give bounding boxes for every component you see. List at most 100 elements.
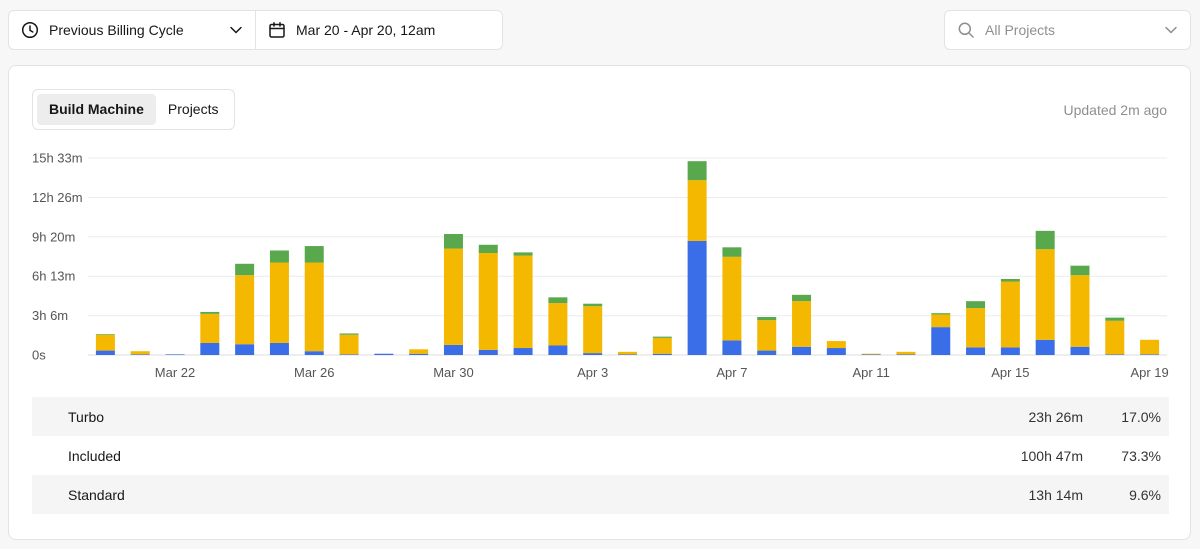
updated-timestamp: Updated 2m ago [1063,102,1167,118]
bar-segment-included [269,262,289,343]
bar-segment-included [1035,249,1055,340]
projects-placeholder: All Projects [985,22,1056,38]
legend-row-standard: Standard 13h 14m 9.6% [32,475,1169,514]
bar-segment-turbo [513,348,533,355]
x-tick-label: Apr 7 [716,365,747,380]
bar-segment-standard [235,263,255,276]
legend-percent: 9.6% [1129,486,1161,503]
bar-segment-standard [722,247,742,257]
bar-segment-included [478,253,498,350]
date-range-label: Mar 20 - Apr 20, 12am [296,22,436,38]
bar-segment-turbo [130,354,150,355]
bar-segment-included [861,353,881,355]
bar-segment-standard [792,294,812,302]
bar-segment-turbo [896,354,916,355]
bar-segment-included [1105,320,1125,355]
bar-segment-standard [339,333,359,335]
legend-time: 13h 14m [1028,486,1083,503]
usage-card: Build Machine Projects Updated 2m ago 0s… [8,65,1191,540]
bar-segment-standard [200,311,220,314]
bar-segment-turbo [304,351,324,355]
bar-segment-included [757,320,777,351]
bar-segment-turbo [861,354,881,355]
bar-segment-turbo [722,340,742,355]
bar-segment-turbo [235,344,255,355]
bar-segment-turbo [1140,354,1160,355]
billing-cycle-select[interactable]: Previous Billing Cycle [8,10,256,50]
date-range-picker[interactable]: Mar 20 - Apr 20, 12am [255,10,503,50]
chevron-down-icon [229,23,243,37]
bar-segment-turbo [200,342,220,355]
bar-segment-turbo [618,354,637,355]
y-tick-label: 15h 33m [32,151,83,166]
bar-segment-standard [1105,317,1125,321]
y-tick-label: 3h 6m [32,308,68,323]
y-tick-label: 6h 13m [32,269,75,284]
bar-segment-included [409,349,429,354]
bar-segment-included [618,351,637,355]
bar-segment-turbo [409,353,429,355]
bar-segment-standard [687,161,707,181]
bar-segment-standard [478,244,498,254]
bar-segment-turbo [269,342,289,355]
bar-segment-turbo [339,354,359,355]
clock-icon [21,21,39,39]
x-tick-label: Mar 26 [294,365,334,380]
bar-segment-included [235,275,255,345]
bar-segment-standard [1035,230,1055,250]
bar-segment-included [1070,275,1090,347]
x-tick-label: Apr 3 [577,365,608,380]
bar-segment-included [1000,281,1020,348]
legend-time: 23h 26m [1028,408,1083,425]
standard-dot [44,490,53,499]
billing-cycle-label: Previous Billing Cycle [49,22,184,38]
legend-table: Turbo 23h 26m 17.0% Included 100h 47m 73… [32,397,1169,514]
legend-percent: 17.0% [1121,408,1161,425]
bar-segment-included [652,337,672,354]
calendar-icon [268,21,286,39]
bar-segment-included [304,262,324,352]
legend-name: Included [68,447,121,464]
bar-segment-included [95,334,115,351]
filter-bar: Previous Billing Cycle Mar 20 - Apr 20, … [0,0,1200,60]
bar-segment-turbo [583,353,603,355]
chevron-down-icon [1164,23,1178,37]
bar-segment-turbo [826,348,846,355]
bar-segment-standard [1070,265,1090,276]
bar-segment-turbo [1000,347,1020,355]
legend-percent: 73.3% [1121,447,1161,464]
bar-segment-standard [548,297,568,304]
tab-projects[interactable]: Projects [167,101,219,117]
bar-segment-included [200,313,220,343]
y-tick-label: 12h 26m [32,190,83,205]
bar-segment-included [583,306,603,354]
bar-segment-standard [95,334,115,335]
tab-build-machine[interactable]: Build Machine [37,94,156,125]
bar-segment-turbo [478,349,498,355]
legend-name: Turbo [68,408,105,425]
bar-segment-included [443,248,463,345]
bar-segment-turbo [687,240,707,355]
bar-segment-turbo [374,353,394,355]
bar-segment-included [1140,339,1160,355]
bar-segment-turbo [548,345,568,355]
bar-segment-standard [757,316,777,321]
legend-row-turbo: Turbo 23h 26m 17.0% [32,397,1169,436]
usage-bar-chart: 0s 3h 6m 6h 13m 9h 20m 12h 26m 15h 33m Mar 22 M… [32,151,1169,381]
bar-segment-included [548,303,568,346]
bar-segment-turbo [1035,339,1055,355]
bar-segment-standard [652,336,672,338]
y-tick-label: 9h 20m [32,229,75,244]
turbo-dot [44,412,53,421]
bar-segment-standard [931,313,951,315]
x-tick-label: Apr 15 [991,365,1029,380]
y-tick-label: 0s [32,348,46,363]
bar-segment-turbo [931,327,951,355]
bar-segment-standard [269,250,289,263]
bar-segment-turbo [966,347,986,355]
x-tick-label: Mar 30 [433,365,473,380]
projects-filter[interactable]: All Projects [944,10,1191,50]
bar-segment-turbo [1105,354,1125,355]
bar-segment-included [513,255,533,349]
bar-segment-included [792,301,812,347]
